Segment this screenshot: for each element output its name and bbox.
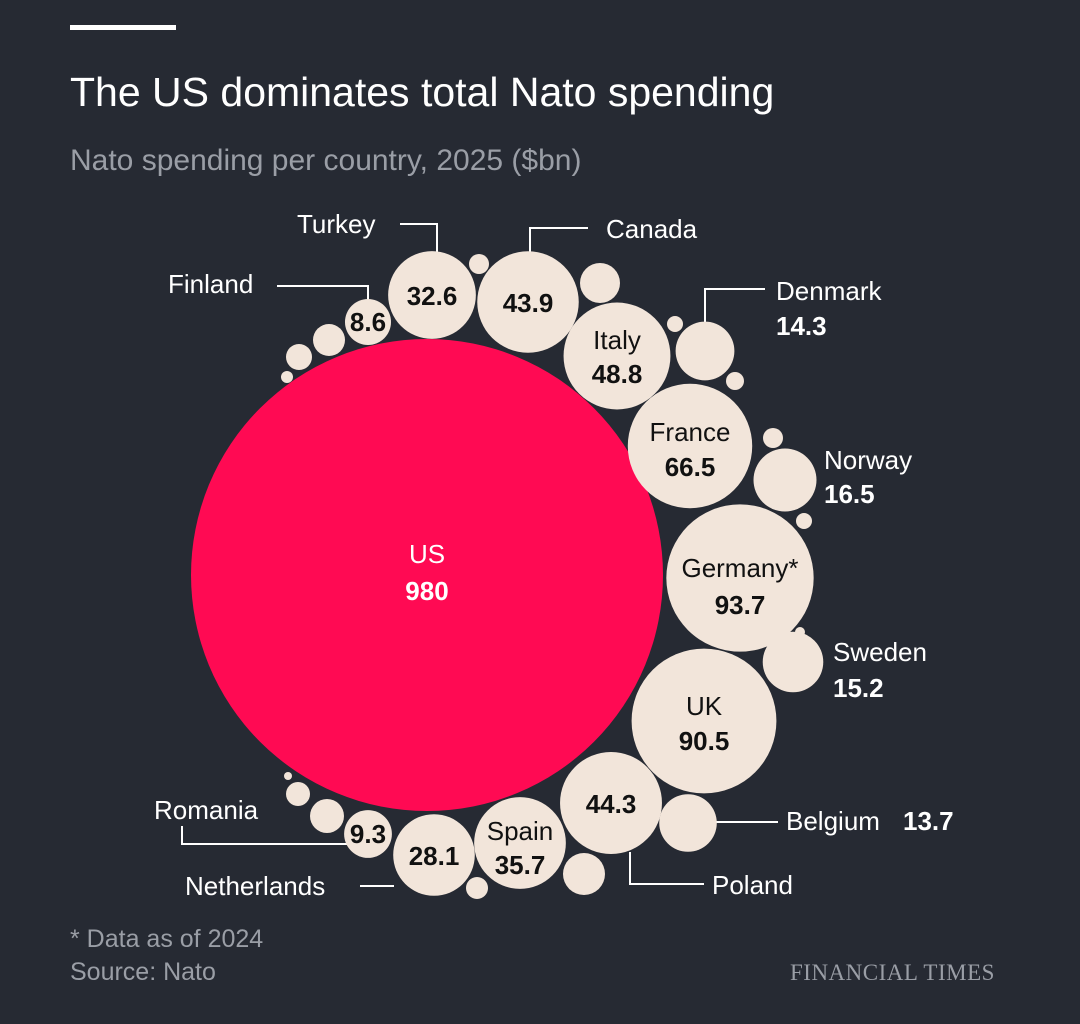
bubble-netherlands — [393, 814, 475, 896]
minor-country-bubble — [313, 324, 345, 356]
bubble-norway — [753, 448, 817, 512]
leader-line-poland — [629, 852, 704, 885]
bubble-romania — [344, 810, 392, 858]
ft-logo: FINANCIAL TIMES — [790, 960, 995, 985]
bubble-value-poland: 44.3 — [586, 789, 637, 819]
minor-country-bubble — [284, 772, 292, 780]
label-canada: Canada — [606, 214, 698, 244]
bubble-value-italy: 48.8 — [592, 359, 643, 389]
bubble-label-italy: Italy — [593, 325, 641, 355]
label-netherlands: Netherlands — [185, 871, 325, 901]
minor-country-bubble — [796, 513, 812, 529]
bubble-sweden — [762, 631, 824, 693]
label-poland: Poland — [712, 870, 793, 900]
bubble-finland — [344, 298, 392, 346]
bubbles — [191, 251, 824, 899]
label-romania: Romania — [154, 795, 259, 825]
footnote: * Data as of 2024 — [70, 925, 263, 953]
minor-country-bubble — [469, 254, 489, 274]
minor-country-bubble — [726, 372, 744, 390]
bubble-value-france: 66.5 — [665, 452, 716, 482]
label-belgium: Belgium — [786, 806, 880, 836]
minor-country-bubble — [286, 344, 312, 370]
bubble-value-uk: 90.5 — [679, 726, 730, 756]
leader-line-canada — [529, 227, 588, 252]
minor-country-bubble — [563, 853, 605, 895]
minor-country-bubble — [466, 877, 488, 899]
bubble-value-us: 980 — [405, 576, 448, 606]
leader-lines — [181, 223, 778, 887]
label-finland: Finland — [168, 269, 253, 299]
leader-line-finland — [277, 285, 369, 300]
bubble-france — [627, 383, 753, 509]
minor-country-bubble — [286, 782, 310, 806]
bubble-value-canada: 43.9 — [503, 288, 554, 318]
bubble-label-spain: Spain — [487, 816, 554, 846]
bubble-value-germany: 93.7 — [715, 590, 766, 620]
header-rule — [70, 25, 176, 30]
bubble-labels: US 980 Germany* 93.7 UK 90.5 France 66.5 Italy 48… — [154, 209, 954, 901]
value-belgium: 13.7 — [903, 806, 954, 836]
chart-subtitle: Nato spending per country, 2025 ($bn) — [70, 144, 581, 177]
bubble-belgium — [659, 794, 717, 852]
value-norway: 16.5 — [824, 479, 875, 509]
bubble-us — [191, 339, 663, 811]
bubble-canada — [477, 251, 579, 353]
bubble-spain — [474, 797, 566, 889]
label-norway: Norway — [824, 445, 912, 475]
label-denmark: Denmark — [776, 276, 882, 306]
bubble-label-us: US — [409, 539, 445, 569]
source-note: Source: Nato — [70, 958, 216, 986]
leader-line-turkey — [400, 223, 438, 252]
bubble-value-turkey: 32.6 — [407, 281, 458, 311]
minor-country-bubble — [281, 371, 293, 383]
minor-country-bubble — [310, 799, 344, 833]
minor-country-bubble — [667, 316, 683, 332]
bubble-germany — [666, 504, 814, 652]
label-sweden: Sweden — [833, 637, 927, 667]
chart-title: The US dominates total Nato spending — [70, 69, 774, 115]
bubble-uk — [631, 648, 777, 794]
label-turkey: Turkey — [297, 209, 376, 239]
value-denmark: 14.3 — [776, 311, 827, 341]
bubble-label-france: France — [650, 417, 731, 447]
bubble-value-spain: 35.7 — [495, 850, 546, 880]
bubble-label-uk: UK — [686, 691, 723, 721]
bubble-denmark — [675, 321, 735, 381]
bubble-turkey — [388, 251, 476, 339]
bubble-value-romania: 9.3 — [350, 819, 386, 849]
bubble-poland — [560, 752, 662, 854]
leader-line-romania — [181, 826, 348, 845]
leader-line-denmark — [704, 288, 765, 323]
minor-country-bubble — [763, 428, 783, 448]
value-sweden: 15.2 — [833, 673, 884, 703]
bubble-label-germany: Germany* — [681, 553, 798, 583]
bubble-value-netherlands: 28.1 — [409, 841, 460, 871]
bubble-italy — [563, 302, 671, 410]
minor-country-bubble — [580, 263, 620, 303]
bubble-value-finland: 8.6 — [350, 307, 386, 337]
